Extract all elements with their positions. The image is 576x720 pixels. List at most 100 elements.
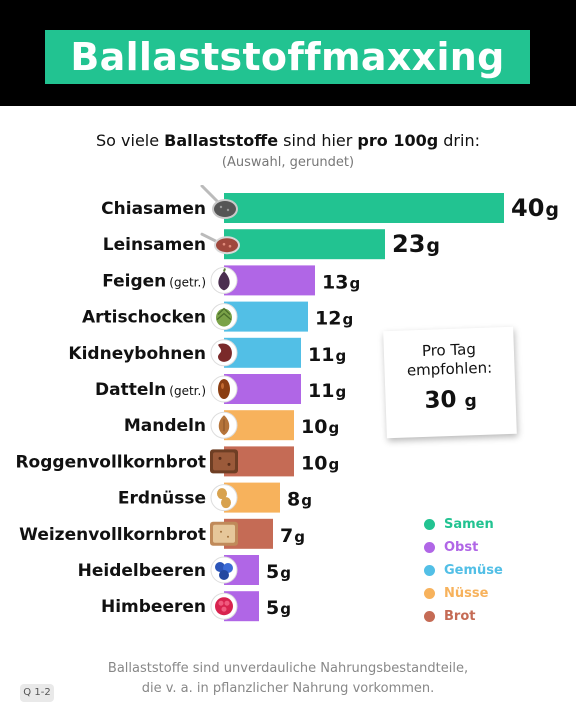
category-name: Weizenvollkornbrot: [19, 525, 206, 545]
category-name: Chiasamen: [101, 199, 206, 219]
value-number: 5: [266, 597, 279, 619]
category-label: Mandeln: [124, 416, 206, 436]
value-number: 23: [392, 230, 425, 258]
legend-label: Samen: [444, 517, 494, 532]
value-label: 23g: [392, 230, 440, 258]
category-name: Leinsamen: [103, 235, 206, 255]
category-qualifier: (getr.): [169, 384, 206, 398]
source-tag: Q 1-2: [20, 684, 54, 702]
subtitle-bold2: pro 100g: [357, 131, 439, 150]
header-band: Ballaststoffmaxxing: [0, 0, 576, 106]
category-name: Artischocken: [82, 308, 206, 328]
value-unit: g: [426, 235, 440, 257]
chart-title: Ballaststoffmaxxing: [70, 35, 505, 79]
category-label: Feigen (getr.): [102, 271, 206, 291]
value-unit: g: [342, 311, 353, 329]
chart-subtitle-note: (Auswahl, gerundet): [221, 155, 355, 170]
value-number: 12: [315, 308, 341, 330]
value-number: 11: [308, 344, 334, 366]
bar-Leinsamen: [224, 229, 385, 260]
legend-label: Brot: [444, 609, 476, 624]
category-label: Erdnüsse: [118, 489, 206, 509]
raspberry-icon: [210, 592, 238, 620]
value-label: 10g: [301, 452, 339, 474]
category-label: Chiasamen: [101, 199, 206, 219]
legend-label: Obst: [444, 540, 479, 555]
footnote-line2: die v. a. in pflanzlicher Nahrung vorkom…: [141, 681, 435, 696]
value-label: 12g: [315, 308, 353, 330]
category-label: Himbeeren: [101, 597, 206, 617]
value-number: 10: [301, 452, 327, 474]
value-number: 11: [308, 380, 334, 402]
footnote: Ballaststoffe sind unverdauliche Nahrung…: [0, 659, 576, 699]
legend-item-Nüsse: Nüsse: [424, 582, 503, 605]
flaxseed-spoon-icon: [200, 232, 240, 255]
chart-subtitle: So viele Ballaststoffe sind hier pro 100…: [0, 131, 576, 150]
date-fruit-icon: [210, 375, 238, 403]
fig-icon: [210, 266, 238, 294]
value-unit: g: [335, 347, 346, 365]
category-label: Weizenvollkornbrot: [19, 525, 206, 545]
legend-dot: [424, 611, 435, 622]
category-label: Leinsamen: [103, 235, 206, 255]
value-label: 40g: [511, 194, 559, 222]
blueberry-icon: [210, 556, 238, 584]
category-label: Artischocken: [82, 308, 206, 328]
category-label: Datteln (getr.): [95, 380, 206, 400]
subtitle-part3: drin:: [438, 131, 480, 150]
almond-icon: [210, 411, 238, 439]
value-unit: g: [349, 274, 360, 292]
legend-item-Samen: Samen: [424, 513, 503, 536]
daily-recommendation-callout: Pro Tag empfohlen: 30 g: [383, 326, 517, 439]
callout-unit: g: [464, 391, 478, 412]
callout-number: 30: [424, 386, 457, 414]
value-unit: g: [294, 528, 305, 546]
title-box: Ballaststoffmaxxing: [45, 30, 530, 84]
value-label: 11g: [308, 380, 346, 402]
value-unit: g: [335, 383, 346, 401]
value-number: 10: [301, 416, 327, 438]
value-unit: g: [280, 564, 291, 582]
value-unit: g: [280, 600, 291, 618]
value-label: 5g: [266, 597, 291, 619]
value-label: 13g: [322, 271, 360, 293]
value-number: 7: [280, 525, 293, 547]
legend-dot: [424, 519, 435, 530]
value-unit: g: [328, 455, 339, 473]
legend-item-Obst: Obst: [424, 536, 503, 559]
value-unit: g: [545, 199, 559, 221]
value-label: 8g: [287, 489, 312, 511]
category-name: Kidneybohnen: [68, 344, 206, 364]
legend-dot: [424, 565, 435, 576]
value-number: 5: [266, 561, 279, 583]
legend-label: Gemüse: [444, 563, 503, 578]
legend-label: Nüsse: [444, 586, 489, 601]
rye-bread-icon: [210, 449, 238, 474]
legend-item-Brot: Brot: [424, 605, 503, 628]
category-label: Roggenvollkornbrot: [15, 452, 206, 472]
artichoke-icon: [210, 303, 238, 331]
legend-item-Gemüse: Gemüse: [424, 559, 503, 582]
value-label: 11g: [308, 344, 346, 366]
chia-seed-spoon-icon: [200, 185, 238, 219]
value-label: 7g: [280, 525, 305, 547]
subtitle-part1: So viele: [96, 131, 165, 150]
category-name: Datteln: [95, 380, 166, 400]
category-name: Feigen: [102, 271, 166, 291]
legend-dot: [424, 542, 435, 553]
category-name: Roggenvollkornbrot: [15, 452, 206, 472]
bar-Artischocken: [224, 301, 308, 332]
category-name: Himbeeren: [101, 597, 206, 617]
category-label: Kidneybohnen: [68, 344, 206, 364]
subtitle-part2: sind hier: [278, 131, 358, 150]
subtitle-bold1: Ballaststoffe: [164, 131, 279, 150]
value-number: 40: [511, 194, 544, 222]
peanut-icon: [210, 484, 238, 512]
value-number: 8: [287, 489, 300, 511]
value-label: 10g: [301, 416, 339, 438]
category-name: Heidelbeeren: [78, 561, 206, 581]
category-name: Erdnüsse: [118, 489, 206, 509]
bar-Feigen: [224, 265, 315, 296]
value-label: 5g: [266, 561, 291, 583]
